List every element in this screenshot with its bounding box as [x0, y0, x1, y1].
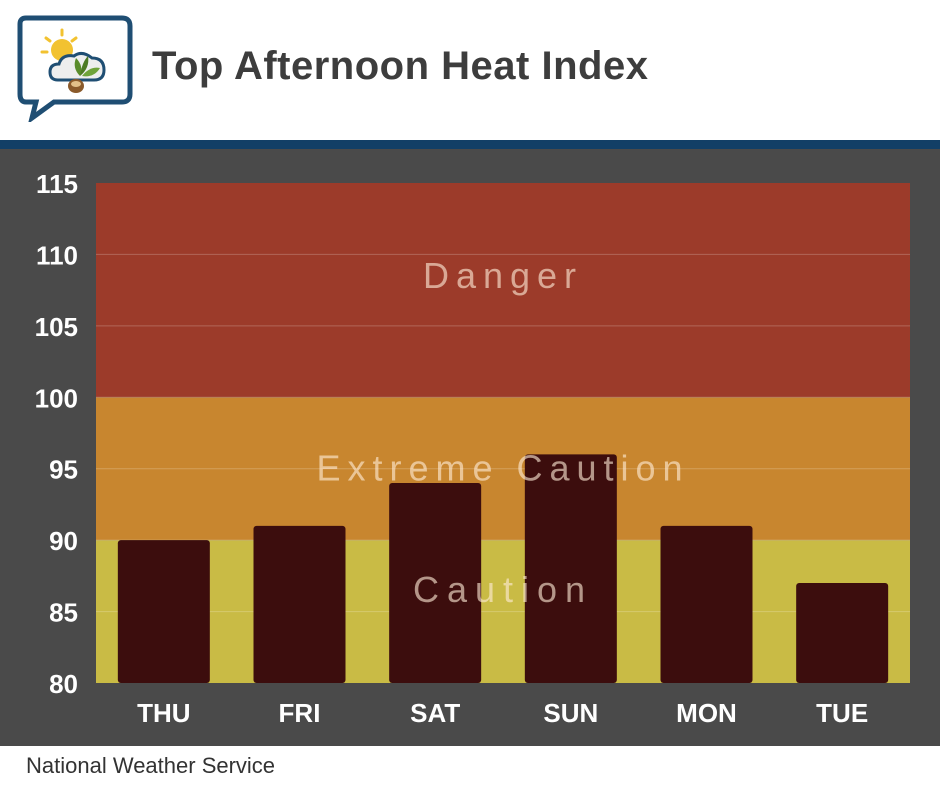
bar-sat [389, 483, 482, 683]
x-tick-label: SUN [543, 698, 598, 728]
y-tick-label: 80 [49, 669, 78, 699]
weather-logo-icon [17, 15, 133, 122]
x-tick-label: MON [676, 698, 737, 728]
y-tick-label: 95 [49, 455, 78, 485]
chart-title: Top Afternoon Heat Index [152, 44, 649, 88]
header-divider [0, 140, 940, 149]
chart-panel: THU FRI SAT SUN MON TUE Caution Extreme Caution… [0, 149, 940, 746]
band-extreme-caution [96, 397, 910, 541]
band-label-danger: Danger [423, 255, 583, 296]
bar-fri [253, 525, 346, 683]
bar-tue [796, 583, 889, 683]
y-tick-label: 105 [35, 312, 78, 342]
x-tick-label: THU [137, 698, 190, 728]
y-tick-label: 100 [35, 383, 78, 413]
x-tick-label: SAT [410, 698, 460, 728]
y-tick-label: 90 [49, 526, 78, 556]
band-caution [96, 540, 910, 683]
heat-index-chart: THU FRI SAT SUN MON TUE Caution Extreme Caution… [35, 169, 910, 728]
y-tick-label: 110 [36, 240, 78, 270]
band-danger [96, 183, 910, 398]
bar-mon [660, 525, 753, 683]
x-tick-label: FRI [279, 698, 321, 728]
bar-thu [117, 540, 210, 683]
header: Top Afternoon Heat Index [0, 0, 940, 140]
y-tick-label: 115 [36, 169, 78, 199]
bar-sun [524, 454, 617, 683]
band-label-extreme-caution: Extreme Caution [316, 448, 689, 489]
band-label-caution: Caution [413, 569, 593, 610]
x-tick-label: TUE [816, 698, 868, 728]
y-tick-label: 85 [49, 598, 78, 628]
source-credit: National Weather Service [26, 753, 276, 778]
